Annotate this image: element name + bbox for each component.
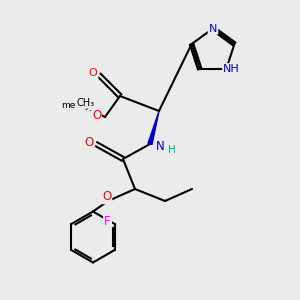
Text: O: O [88, 68, 98, 79]
Text: O: O [102, 190, 111, 203]
Text: CH₃: CH₃ [76, 98, 94, 108]
Text: NH: NH [223, 64, 240, 74]
Text: N: N [156, 140, 165, 154]
Text: H: H [168, 145, 176, 155]
Text: methyl: methyl [61, 100, 93, 109]
Polygon shape [148, 111, 159, 145]
Text: methyl: methyl [61, 100, 86, 106]
Text: F: F [104, 215, 111, 228]
Text: O: O [92, 109, 101, 122]
Text: N: N [209, 23, 217, 34]
Text: O: O [85, 136, 94, 149]
Text: O: O [92, 112, 100, 122]
